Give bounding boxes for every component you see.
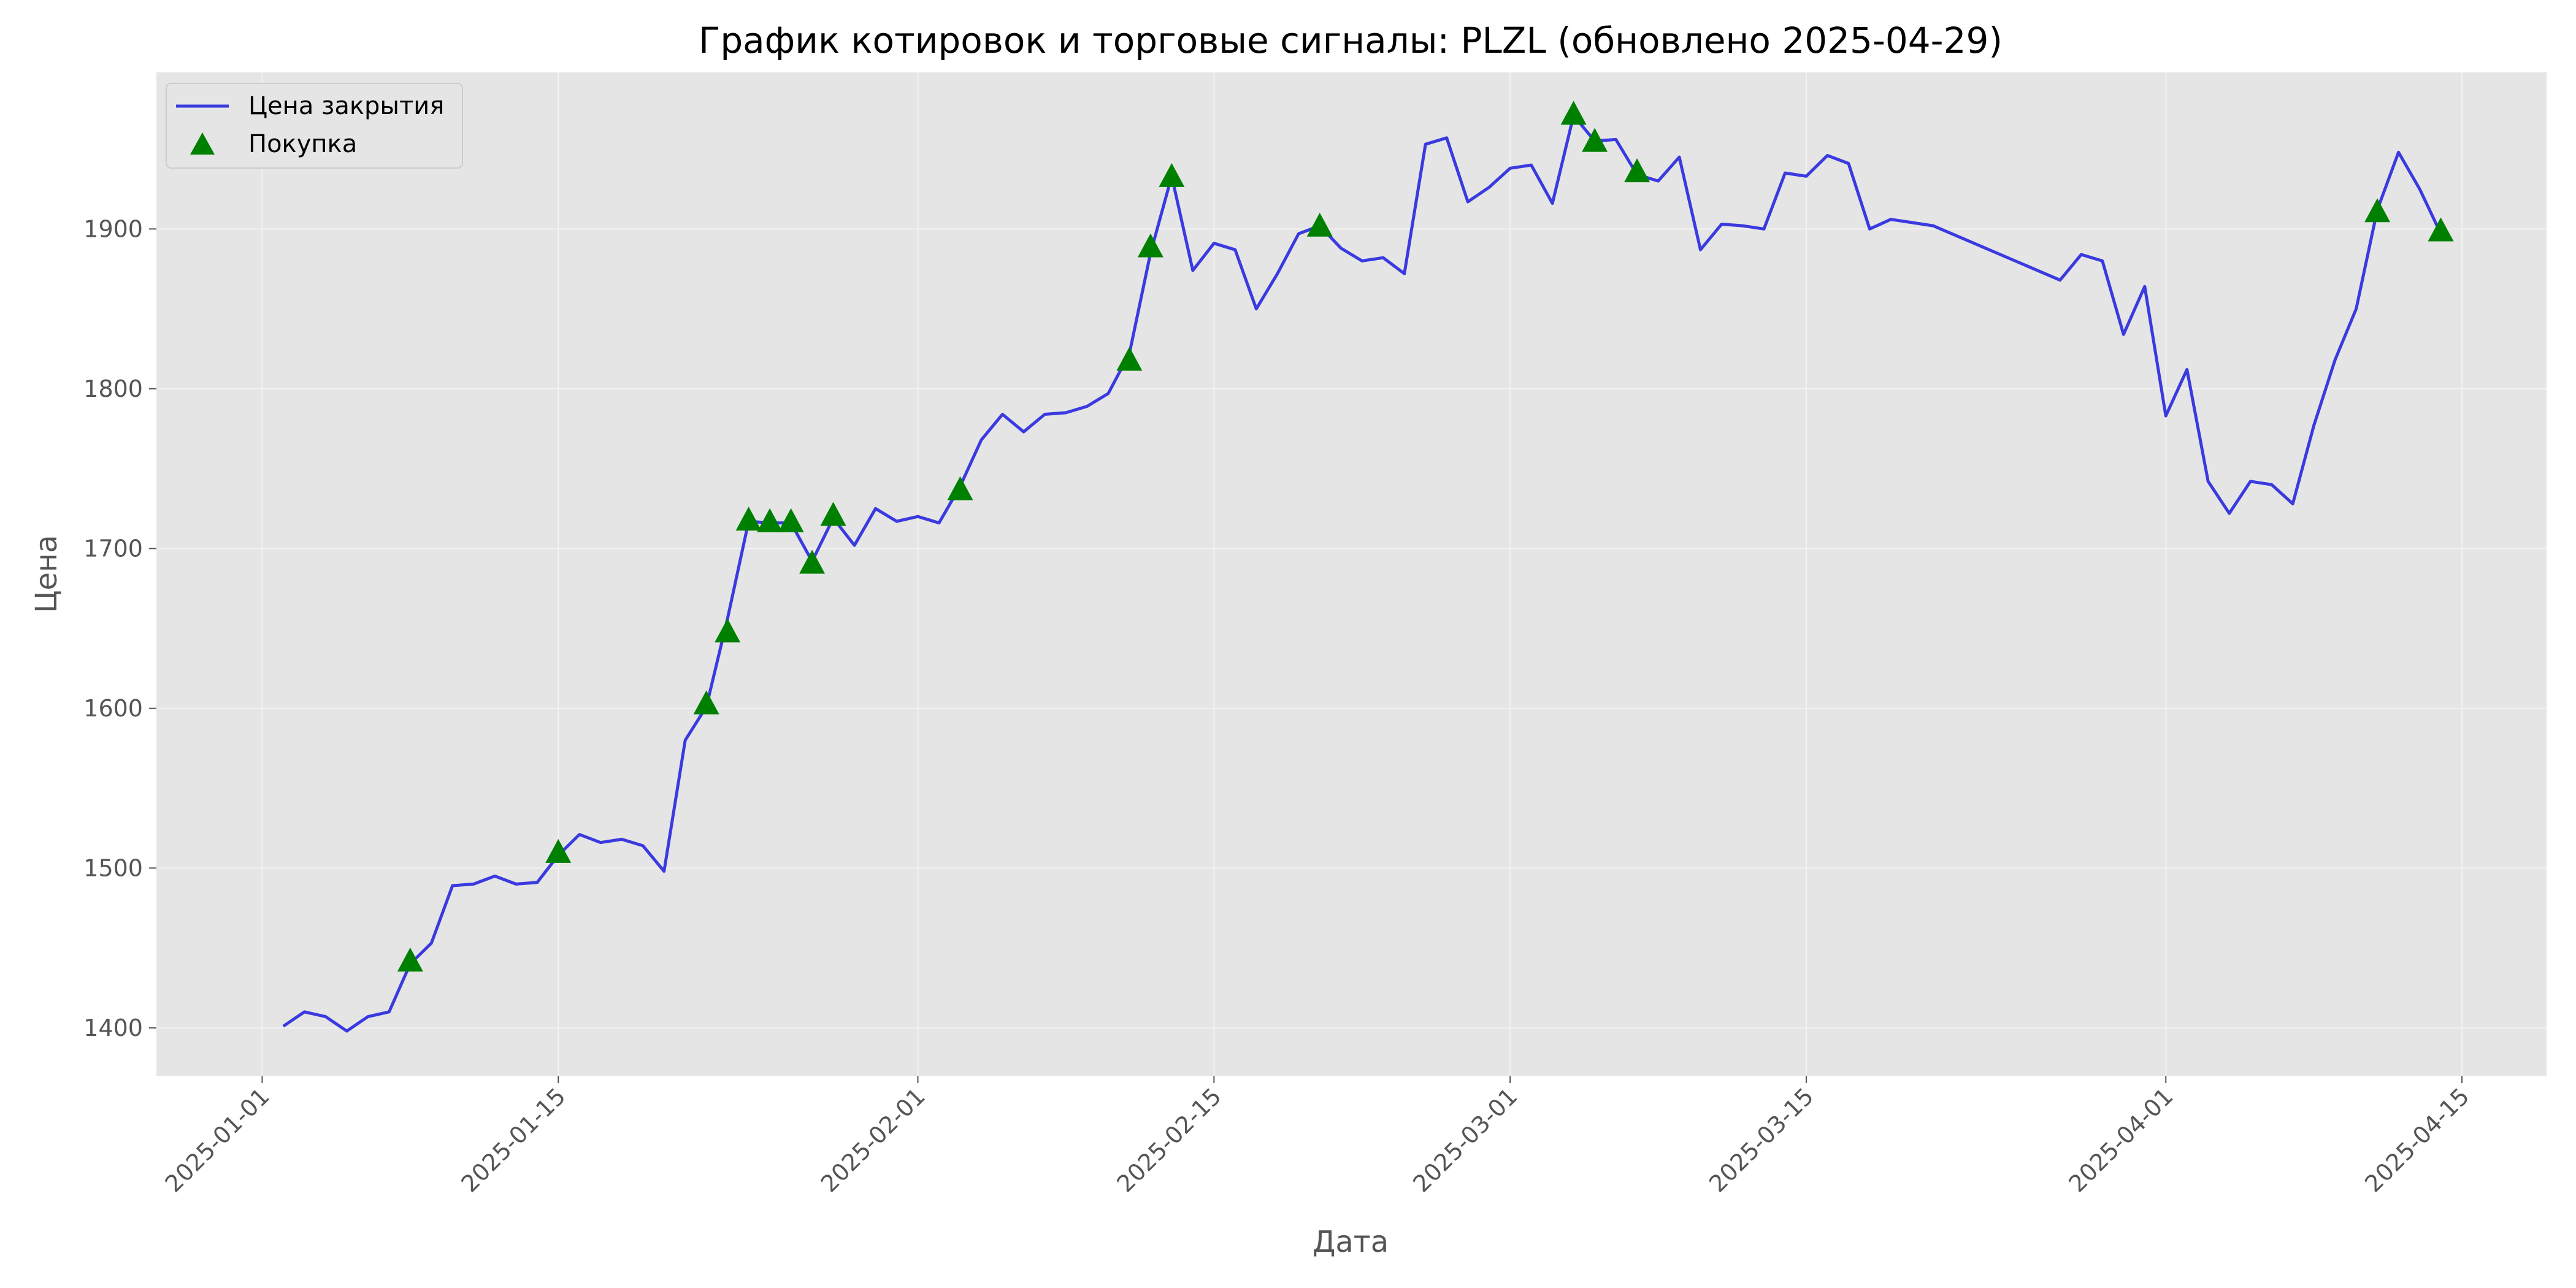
y-tick-label: 1400: [83, 1014, 143, 1041]
buy-marker: [757, 508, 783, 532]
y-tick-label: 1900: [83, 215, 143, 242]
x-tick-label: 2025-02-15: [1111, 1083, 1226, 1197]
buy-marker: [1560, 101, 1587, 125]
buy-marker: [735, 507, 762, 531]
legend-box: [166, 83, 463, 169]
y-axis-label: Цена: [29, 535, 64, 613]
x-tick-label: 2025-03-15: [1704, 1083, 1819, 1197]
buy-marker: [2428, 217, 2454, 242]
plot-area: [156, 72, 2547, 1076]
buy-marker: [397, 948, 423, 972]
buy-marker: [693, 690, 719, 715]
buy-markers: [397, 101, 2454, 972]
legend-label-close-price: Цена закрытия: [248, 92, 444, 120]
y-tick-label: 1600: [83, 695, 143, 722]
buy-marker: [1306, 212, 1333, 237]
buy-marker: [1582, 128, 1608, 152]
buy-marker: [1116, 347, 1143, 371]
grid: [156, 72, 2547, 1076]
x-tick-label: 2025-04-01: [2063, 1083, 2178, 1197]
y-tick-label: 1500: [83, 854, 143, 881]
buy-marker: [1159, 163, 1185, 187]
x-axis-label: Дата: [1313, 1225, 1389, 1259]
buy-marker: [820, 502, 846, 526]
buy-marker: [1137, 233, 1163, 258]
buy-marker: [715, 618, 741, 643]
x-tick-label: 2025-01-15: [456, 1083, 570, 1197]
legend: Цена закрытия Покупка: [166, 83, 463, 169]
price-line: [282, 113, 2442, 1033]
buy-marker: [799, 550, 826, 574]
y-tick-label: 1800: [83, 375, 143, 402]
buy-marker: [545, 838, 572, 863]
legend-label-buy: Покупка: [248, 130, 357, 158]
buy-marker: [778, 508, 804, 532]
x-axis: 2025-01-01 2025-01-15 2025-02-01 2025-02-15…: [160, 1076, 2474, 1198]
x-tick-label: 2025-01-01: [160, 1083, 275, 1197]
chart-title: График котировок и торговые сигналы: PLZ…: [699, 20, 2003, 61]
x-tick-label: 2025-04-15: [2359, 1083, 2474, 1197]
legend-marker-swatch: [190, 132, 215, 155]
y-axis: 1400 1500 1600 1700 1800 1900: [83, 215, 156, 1041]
x-tick-label: 2025-02-01: [816, 1083, 930, 1197]
buy-marker: [1624, 158, 1650, 183]
y-tick-label: 1700: [83, 535, 143, 562]
buy-marker: [2364, 198, 2391, 223]
buy-marker: [947, 476, 973, 500]
x-tick-label: 2025-03-01: [1408, 1083, 1522, 1197]
